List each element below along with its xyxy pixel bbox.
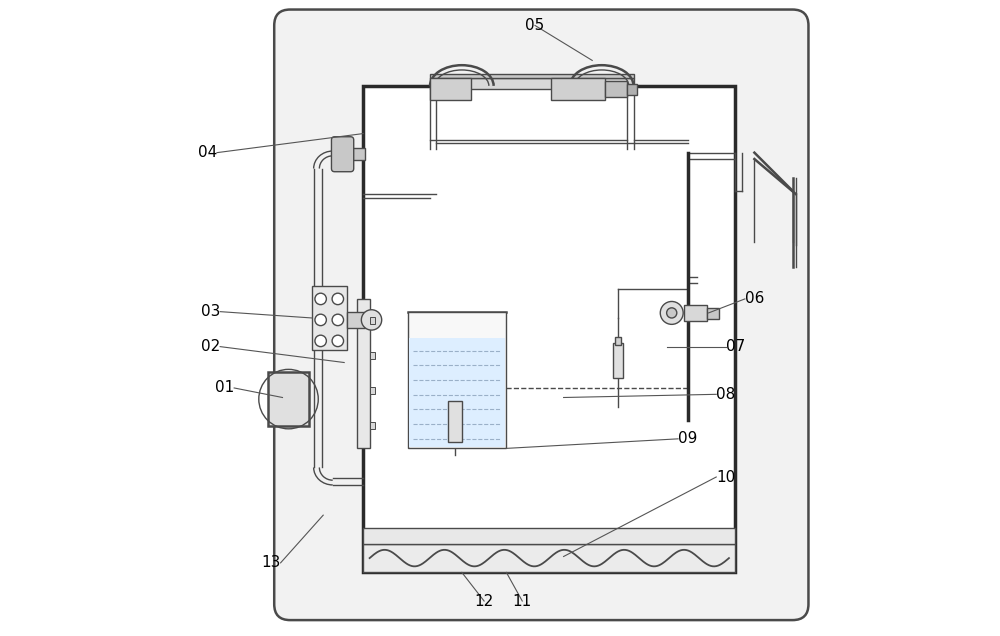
Text: 04: 04 — [198, 145, 217, 160]
Bar — [349, 148, 365, 160]
Text: 02: 02 — [201, 339, 220, 354]
Text: 03: 03 — [201, 304, 220, 319]
Circle shape — [361, 310, 382, 330]
Text: 11: 11 — [513, 593, 532, 609]
Bar — [370, 422, 375, 429]
Bar — [551, 78, 605, 100]
Circle shape — [660, 301, 683, 324]
Bar — [627, 84, 637, 95]
Bar — [430, 74, 634, 78]
Bar — [615, 337, 621, 345]
Text: 10: 10 — [716, 469, 735, 485]
Circle shape — [315, 314, 326, 326]
Circle shape — [667, 308, 677, 318]
FancyBboxPatch shape — [274, 10, 808, 620]
Bar — [409, 338, 505, 447]
Bar — [363, 544, 735, 572]
Bar — [605, 81, 627, 97]
Circle shape — [315, 293, 326, 305]
Bar — [363, 528, 735, 544]
Bar — [370, 317, 375, 324]
Bar — [684, 305, 707, 321]
FancyBboxPatch shape — [331, 137, 354, 172]
Bar — [448, 401, 462, 442]
Bar — [613, 343, 623, 378]
Text: 09: 09 — [678, 431, 697, 446]
Circle shape — [315, 335, 326, 347]
Bar — [268, 372, 309, 426]
Circle shape — [332, 314, 344, 326]
Text: 13: 13 — [261, 555, 281, 570]
Bar — [370, 352, 375, 359]
Bar — [357, 299, 370, 448]
Text: 08: 08 — [716, 387, 735, 402]
Bar — [370, 387, 375, 394]
Circle shape — [332, 293, 344, 305]
Text: 06: 06 — [745, 291, 764, 307]
Text: 12: 12 — [474, 593, 494, 609]
Bar — [408, 312, 506, 448]
Bar — [430, 78, 471, 100]
Bar — [347, 312, 365, 328]
Bar — [312, 286, 347, 350]
Bar — [430, 78, 634, 89]
Text: 01: 01 — [215, 380, 234, 396]
Circle shape — [332, 335, 344, 347]
Bar — [363, 86, 735, 572]
Text: 05: 05 — [525, 18, 545, 33]
Text: 07: 07 — [726, 339, 745, 354]
Bar — [707, 308, 719, 319]
